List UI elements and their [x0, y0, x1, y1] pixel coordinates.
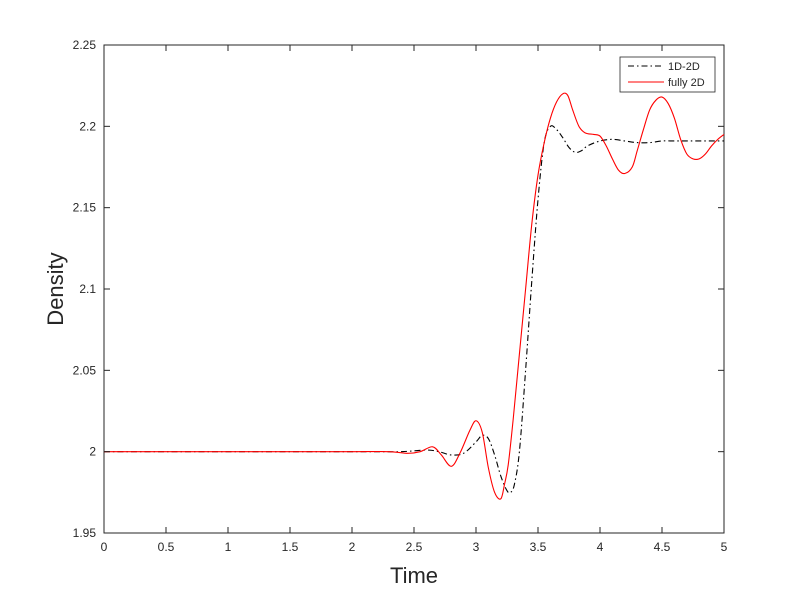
x-tick-label: 3 [473, 540, 480, 554]
y-tick-label: 2.2 [79, 119, 96, 133]
x-tick-label: 2.5 [406, 540, 423, 554]
legend-box [619, 56, 716, 93]
x-tick-label: 5 [721, 540, 728, 554]
x-axis-label: Time [390, 563, 438, 588]
legend-label-1d-2d: 1D-2D [668, 61, 700, 73]
x-tick-label: 4 [597, 540, 604, 554]
tick-layer: 0 0.5 1 1.5 2 2.5 3 3.5 4 4.5 5 1.95 2 2.05 2.1 2.15 2.2… [73, 38, 728, 554]
y-tick-label: 2.15 [73, 201, 97, 215]
series-layer [104, 92, 725, 500]
legend-label-fully-2d: fully 2D [668, 77, 705, 89]
x-tick-label: 4.5 [654, 540, 671, 554]
y-tick-label: 2.1 [79, 282, 96, 296]
x-tick-label: 1 [225, 540, 232, 554]
y-tick-label: 1.95 [73, 526, 97, 540]
plot-area [103, 44, 725, 534]
y-tick-label: 2.05 [73, 363, 97, 377]
y-tick-label: 2 [89, 445, 96, 459]
x-tick-label: 3.5 [530, 540, 547, 554]
series-line-fully-2d [104, 92, 725, 500]
x-tick-label: 0 [101, 540, 108, 554]
x-tick-label: 2 [349, 540, 356, 554]
x-tick-label: 1.5 [282, 540, 299, 554]
series-line-1d-2d [104, 125, 724, 494]
x-tick-label: 0.5 [158, 540, 175, 554]
y-axis-label: Density [43, 252, 68, 325]
y-tick-label: 2.25 [73, 38, 97, 52]
legend: 1D-2D fully 2D [619, 56, 716, 93]
